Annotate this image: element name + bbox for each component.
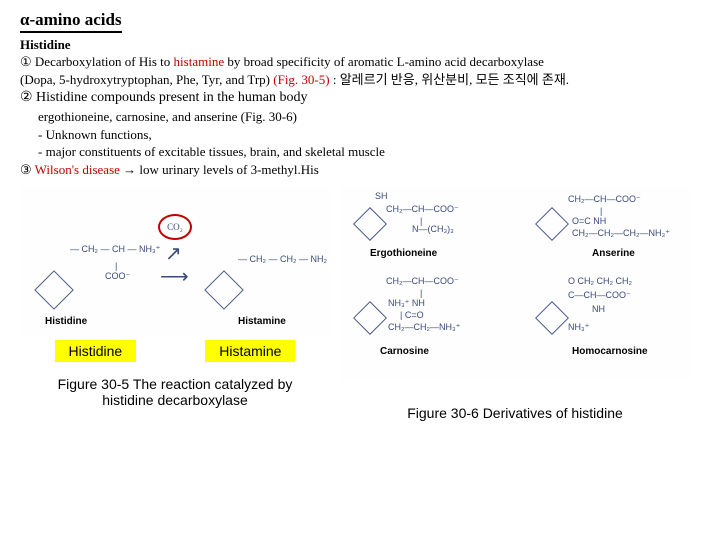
caption-text: histidine decarboxylase	[102, 392, 248, 408]
line1c: by broad specificity of aromatic L-amino…	[224, 54, 544, 69]
line7a: ③	[20, 162, 35, 177]
mol-text: CH₂—CH—COO⁻	[386, 276, 459, 287]
mol-label: Ergothioneine	[370, 248, 437, 259]
line7c: → low urinary levels of 3-methyl.His	[120, 162, 319, 177]
ring-icon	[204, 270, 244, 310]
figures-row: — CH₂ — CH — NH₃⁺ | COO⁻ Histidine CO₂ ↗…	[20, 186, 700, 421]
chem-derivatives-box: SH CH₂—CH—COO⁻ | N—(CH₃)₃ Ergothioneine …	[340, 186, 690, 381]
mol-text: O CH₂ CH₂ CH₂	[568, 276, 632, 286]
mol-text: — CH₂ — CH — NH₃⁺	[70, 244, 160, 255]
mol-text: CH₂—CH—COO⁻	[568, 194, 641, 205]
mol-text: C—CH—COO⁻	[568, 290, 631, 301]
histidine-label: Histidine	[55, 340, 137, 362]
line2c: : 알레르기 반응, 위산분비, 모든 조직에 존재.	[330, 72, 569, 87]
line1a: ① Decarboxylation of His to	[20, 54, 174, 69]
mol-label: Histamine	[238, 316, 286, 327]
ring-icon	[535, 301, 569, 335]
mol-text: O=C NH	[572, 216, 606, 226]
mol-text: COO⁻	[105, 271, 130, 282]
line5: - Unknown functions,	[38, 127, 152, 142]
mol-label: Homocarnosine	[572, 346, 648, 357]
mol-text: |	[115, 261, 117, 271]
mol-text: NH₃⁺	[568, 322, 589, 333]
ring-icon	[353, 301, 387, 335]
ring-icon	[34, 270, 74, 310]
mol-text: N—(CH₃)₃	[412, 224, 454, 234]
mol-text: CH₂—CH₂—NH₃⁺	[388, 322, 460, 333]
chem-reaction-box: — CH₂ — CH — NH₃⁺ | COO⁻ Histidine CO₂ ↗…	[20, 186, 330, 336]
mol-label: Carnosine	[380, 346, 429, 357]
ring-icon	[535, 207, 569, 241]
mol-label: Histidine	[45, 316, 87, 327]
mol-text: CH₂—CH₂—CH₂—NH₃⁺	[572, 228, 670, 239]
mol-text: | C=O	[400, 310, 424, 320]
labels-row: Histidine Histamine	[20, 340, 330, 362]
arrow-icon: ↗	[165, 241, 182, 266]
mol-text: NH	[592, 304, 605, 314]
caption-right: Figure 30-6 Derivatives of histidine	[407, 405, 623, 421]
line2b: (Fig. 30-5)	[273, 72, 329, 87]
figure-left: — CH₂ — CH — NH₃⁺ | COO⁻ Histidine CO₂ ↗…	[20, 186, 330, 421]
co2-icon: CO₂	[158, 214, 192, 240]
page-title: α-amino acids	[20, 10, 122, 33]
histamine-label: Histamine	[205, 340, 295, 362]
mol-text: SH	[375, 191, 388, 201]
arrow-icon: ⟶	[160, 264, 189, 289]
figure-right: SH CH₂—CH—COO⁻ | N—(CH₃)₃ Ergothioneine …	[340, 186, 690, 421]
subtitle: Histidine	[20, 37, 700, 53]
caption-left: Figure 30-5 The reaction catalyzed by hi…	[58, 376, 293, 408]
line4: ergothioneine, carnosine, and anserine (…	[38, 109, 297, 124]
caption-text: Figure 30-5 The reaction catalyzed by	[58, 376, 293, 392]
mol-text: CH₂—CH—COO⁻	[386, 204, 459, 215]
body-text: ① Decarboxylation of His to histamine by…	[20, 53, 700, 178]
line2a: (Dopa, 5-hydroxytryptophan, Phe, Tyr, an…	[20, 72, 273, 87]
ring-icon	[353, 207, 387, 241]
mol-label: Anserine	[592, 248, 635, 259]
mol-text: NH₃⁺ NH	[388, 298, 425, 309]
mol-text: |	[600, 206, 602, 216]
line1b: histamine	[174, 54, 225, 69]
mol-text: |	[420, 288, 422, 298]
line6: - major constituents of excitable tissue…	[38, 144, 385, 159]
mol-text: — CH₂ — CH₂ — NH₂	[238, 254, 327, 264]
line7b: Wilson's disease	[35, 162, 120, 177]
line3: ② Histidine compounds present in the hum…	[20, 90, 307, 105]
